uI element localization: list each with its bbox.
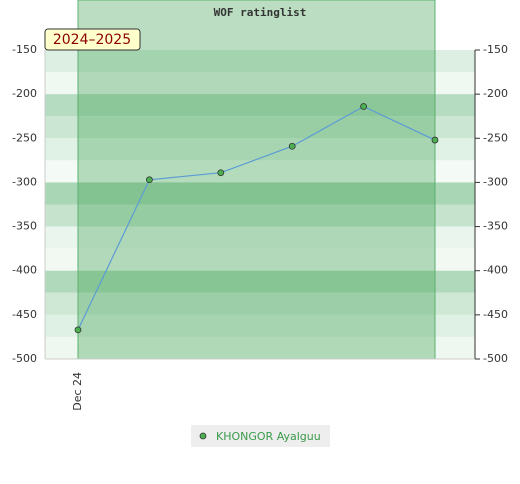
stripe	[45, 138, 475, 161]
y-tick-label-right: -350	[483, 220, 508, 233]
legend-marker	[199, 432, 207, 440]
y-tick-label-right: -400	[483, 264, 508, 277]
y-tick-label: -450	[12, 308, 37, 321]
stripe	[45, 72, 475, 95]
stripe	[45, 182, 475, 205]
stripe	[45, 160, 475, 183]
point	[217, 169, 225, 177]
point	[360, 103, 368, 110]
y-tick-label-right: -150	[483, 43, 508, 56]
band-label: 2024–2025	[53, 32, 131, 48]
stripe	[45, 204, 475, 227]
stripe	[45, 292, 475, 315]
stripe	[45, 270, 475, 293]
x-tick-label: Dec 24	[71, 372, 84, 411]
series-line	[77, 105, 436, 331]
y-tick-label: -150	[12, 43, 37, 56]
season-band	[77, 0, 436, 360]
legend-label: KHONGOR Ayalguu	[216, 430, 321, 443]
y-tick-label-right: -250	[483, 131, 508, 144]
y-tick-label: -300	[12, 175, 37, 188]
stripe	[45, 226, 475, 249]
stripe	[45, 116, 475, 139]
band-label-box	[44, 28, 141, 51]
point	[145, 176, 153, 184]
y-tick-label-right: -300	[483, 175, 508, 188]
y-tick-label: -500	[12, 352, 37, 365]
y-tick-label: -200	[12, 87, 37, 100]
point	[431, 136, 439, 144]
legend-box	[191, 425, 330, 447]
stripe	[45, 314, 475, 337]
stripe	[45, 50, 475, 73]
y-tick-label: -400	[12, 264, 37, 277]
y-tick-label: -250	[12, 131, 37, 144]
stripe	[45, 94, 475, 117]
y-tick-label: -350	[12, 220, 37, 233]
stripe	[45, 336, 475, 359]
point	[288, 142, 296, 150]
stripe	[45, 248, 475, 271]
y-tick-label-right: -500	[483, 352, 508, 365]
y-tick-label-right: -200	[483, 87, 508, 100]
point	[74, 326, 82, 334]
chart-title: WOF ratinglist	[214, 6, 307, 19]
y-tick-label-right: -450	[483, 308, 508, 321]
